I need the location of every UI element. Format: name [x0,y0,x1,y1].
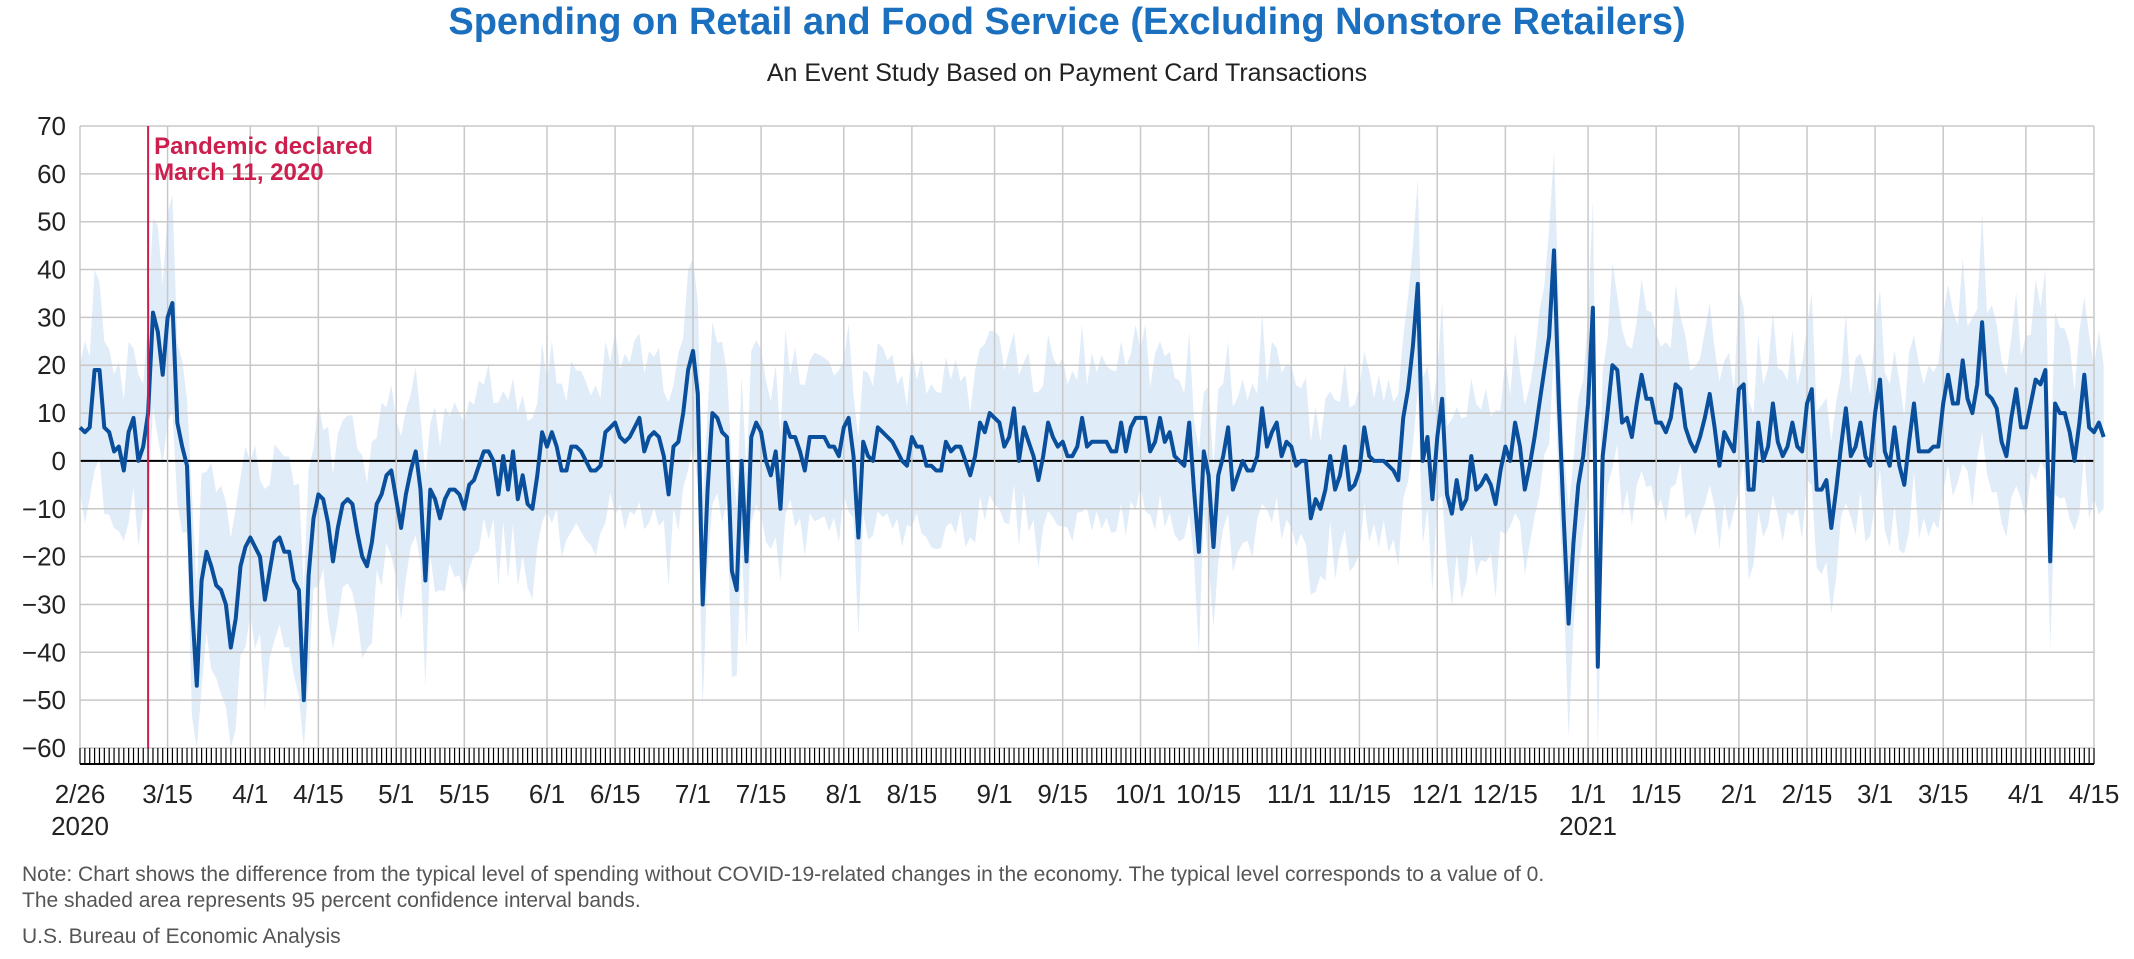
x-tick-label: 4/1 [2008,779,2044,809]
x-tick-label: 4/1 [232,779,268,809]
x-tick-label: 3/15 [142,779,193,809]
x-tick-label: 10/1 [1115,779,1166,809]
y-tick-label: 20 [37,350,66,380]
x-tick-label: 8/1 [826,779,862,809]
pandemic-annotation-label: March 11, 2020 [154,159,323,186]
y-tick-label: 60 [37,159,66,189]
x-tick-label: 3/1 [1857,779,1893,809]
pandemic-annotation-label: Pandemic declared [154,133,373,160]
x-tick-label: 4/15 [293,779,344,809]
x-tick-label: 11/15 [1328,779,1391,809]
x-tick-year-label: 2021 [1559,811,1617,841]
x-tick-label: 1/15 [1631,779,1682,809]
x-minor-ticks [79,748,2095,764]
x-tick-label: 7/1 [675,779,711,809]
y-tick-label: 30 [37,302,66,332]
chart-note: Note: Chart shows the difference from th… [22,863,1545,886]
y-tick-label: −40 [22,637,66,667]
x-tick-label: 8/15 [887,779,938,809]
x-tick-label: 7/15 [736,779,787,809]
x-tick-label: 3/15 [1918,779,1969,809]
y-tick-label: 50 [37,207,66,237]
x-tick-label: 6/15 [590,779,641,809]
series-line-layer [78,248,2106,703]
x-tick-label: 12/15 [1473,779,1538,809]
x-tick-label: 4/15 [2069,779,2120,809]
x-tick-label: 11/1 [1267,779,1316,809]
y-tick-label: −50 [22,685,66,715]
x-tick-label: 9/15 [1037,779,1088,809]
x-tick-label: 5/1 [378,779,414,809]
x-tick-label: 5/15 [439,779,490,809]
y-tick-label: −10 [22,494,66,524]
y-tick-label: 40 [37,255,66,285]
x-tick-label: 10/15 [1176,779,1241,809]
y-tick-label: −60 [22,733,66,763]
x-tick-label: 2/15 [1782,779,1833,809]
chart-note-ci: The shaded area represents 95 percent co… [22,889,641,912]
x-tick-label: 2/1 [1721,779,1757,809]
x-tick-label: 1/1 [1570,779,1606,809]
x-tick-year-label: 2020 [51,811,109,841]
x-tick-label: 12/1 [1412,779,1463,809]
axis-layer: 706050403020100−10−20−30−40−50−602/26202… [22,111,2119,841]
chart-title: Spending on Retail and Food Service (Exc… [448,1,1686,43]
chart-subtitle: An Event Study Based on Payment Card Tra… [766,59,1368,87]
x-tick-label: 2/26 [55,779,106,809]
y-tick-label: 0 [52,446,66,476]
series-line [78,248,2106,703]
x-tick-label: 9/1 [976,779,1012,809]
y-tick-label: 70 [37,111,66,141]
x-tick-label: 6/1 [529,779,565,809]
chart-source: U.S. Bureau of Economic Analysis [22,925,341,948]
y-tick-label: 10 [37,398,66,428]
y-tick-label: −20 [22,542,66,572]
y-tick-label: −30 [22,589,66,619]
